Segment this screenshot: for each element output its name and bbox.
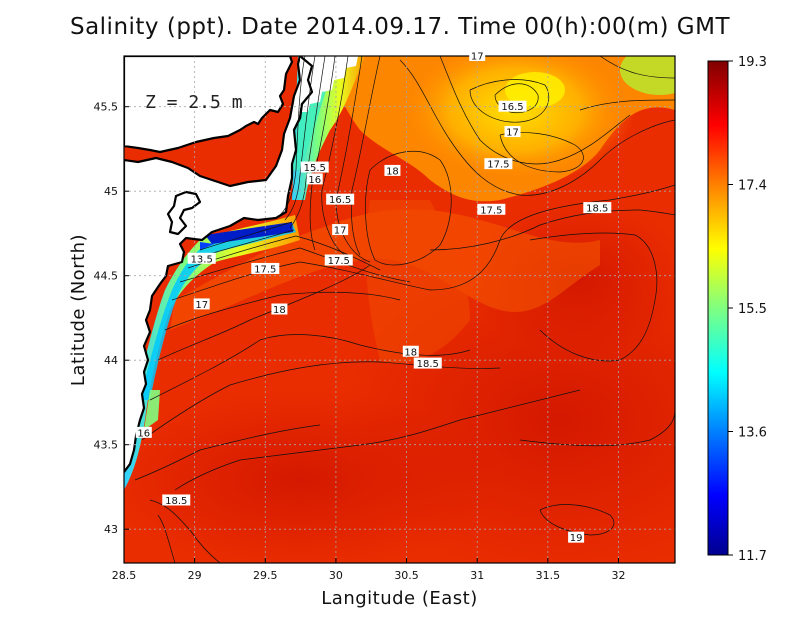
contour-label-text: 16 <box>137 428 150 439</box>
contour-label: 13.5 <box>187 252 216 265</box>
contour-label: 16.5 <box>498 100 527 113</box>
contour-label-box <box>568 531 585 543</box>
x-axis-ticks: 28.5 29 29.5 30 30.5 31 31.5 32 <box>112 558 625 582</box>
contour-label-box <box>324 254 353 266</box>
x-tick-label: 31 <box>470 569 484 582</box>
contour-label-text: 17 <box>471 52 484 63</box>
contour-label: 17 <box>193 298 210 311</box>
contour-label-box <box>271 303 288 315</box>
y-axis-ticks: 43 43.5 44 44.5 45 45.5 <box>94 101 129 536</box>
x-axis-label: Langitude (East) <box>321 588 478 609</box>
colorbar-tick-label: 13.6 <box>738 426 767 441</box>
colorbar-tick-label: 11.7 <box>738 549 767 564</box>
colorbar-tick-label: 17.4 <box>738 179 767 194</box>
contour-label-box <box>162 494 191 506</box>
contour-label-text: 17.5 <box>487 160 509 171</box>
contour-label-text: 17 <box>195 300 208 311</box>
colorbar-tick-label: 19.3 <box>738 55 767 70</box>
y-tick-label: 45.5 <box>94 101 119 114</box>
x-tick-label: 31.5 <box>536 569 561 582</box>
contour-label: 17 <box>332 224 349 237</box>
contour-label-box <box>135 426 152 438</box>
y-tick-label: 44.5 <box>94 270 119 283</box>
contour-label-text: 17.5 <box>254 264 276 275</box>
contour-label-box <box>504 126 521 138</box>
contour-label-box <box>187 252 216 264</box>
x-tick-label: 29 <box>188 569 202 582</box>
contour-label: 16 <box>135 426 152 439</box>
contour-label: 16 <box>306 173 323 186</box>
contour-label-text: 17.5 <box>480 205 502 216</box>
contour-label-box <box>251 262 280 274</box>
salinity-field <box>124 56 675 563</box>
contour-label: 16.5 <box>326 193 355 206</box>
colorbar-tick-label: 15.5 <box>738 302 767 317</box>
contour-label-text: 17 <box>506 128 519 139</box>
colorbar <box>707 60 729 556</box>
y-tick-label: 43 <box>104 523 118 536</box>
contour-label: 18 <box>384 164 401 177</box>
contour-label-text: 15.5 <box>304 163 326 174</box>
contour-label-text: 18 <box>273 305 286 316</box>
contour-label: 17 <box>504 126 521 139</box>
contour-label-box <box>300 161 329 173</box>
contour-label: 18 <box>271 303 288 316</box>
contour-label-text: 19 <box>570 533 583 544</box>
x-tick-label: 32 <box>611 569 625 582</box>
contour-label: 17.5 <box>484 158 513 171</box>
contour-label-box <box>413 357 442 369</box>
contour-label-box <box>306 173 323 185</box>
contour-label-text: 16.5 <box>501 102 523 113</box>
x-tick-label: 30 <box>329 569 343 582</box>
contour-label-text: 16.5 <box>329 195 351 206</box>
contour-label-box <box>326 193 355 205</box>
y-tick-label: 44 <box>104 354 118 367</box>
contour-label: 18.5 <box>413 357 442 370</box>
depth-annotation: Z = 2.5 m <box>145 92 243 113</box>
contour-label-text: 18.5 <box>586 204 608 215</box>
contour-label: 18 <box>402 345 419 358</box>
colorbar-ticks: 19.3 17.4 15.5 13.6 11.7 <box>728 55 767 564</box>
contour-label: 17.5 <box>324 254 353 267</box>
contour-label-text: 18.5 <box>165 496 187 507</box>
contour-label-text: 13.5 <box>191 254 213 265</box>
contour-label-text: 17.5 <box>328 256 350 267</box>
contour-label: 17.5 <box>477 203 506 216</box>
contour-label-box <box>583 202 612 214</box>
contour-label-text: 16 <box>308 175 321 186</box>
contour-label: 17 <box>469 50 486 63</box>
contour-label-text: 17 <box>334 226 347 237</box>
contour-label: 19 <box>568 531 585 544</box>
contour-label-box <box>477 203 506 215</box>
contour-label-box <box>332 224 349 236</box>
contour-label: 15.5 <box>300 161 329 174</box>
contour-label: 18.5 <box>162 494 191 507</box>
plot-frame <box>123 55 676 564</box>
contour-label-box <box>384 164 401 176</box>
contour-label-box <box>498 100 527 112</box>
chart-title: Salinity (ppt). Date 2014.09.17. Time 00… <box>69 14 731 40</box>
x-tick-label: 28.5 <box>112 569 137 582</box>
contour-label-box <box>484 158 513 170</box>
contour-label-box <box>193 298 210 310</box>
contour-label-text: 18.5 <box>417 359 439 370</box>
x-tick-label: 29.5 <box>253 569 278 582</box>
contour-label: 17.5 <box>251 262 280 275</box>
contour-label-box <box>402 345 419 357</box>
y-tick-label: 43.5 <box>94 439 119 452</box>
contour-label-box <box>469 50 486 61</box>
x-tick-label: 30.5 <box>394 569 419 582</box>
grid-lines <box>124 56 675 563</box>
y-tick-label: 45 <box>104 185 118 198</box>
contour-label: 18.5 <box>583 202 612 215</box>
contour-label-text: 18 <box>404 347 417 358</box>
contour-label-text: 18 <box>386 166 399 177</box>
